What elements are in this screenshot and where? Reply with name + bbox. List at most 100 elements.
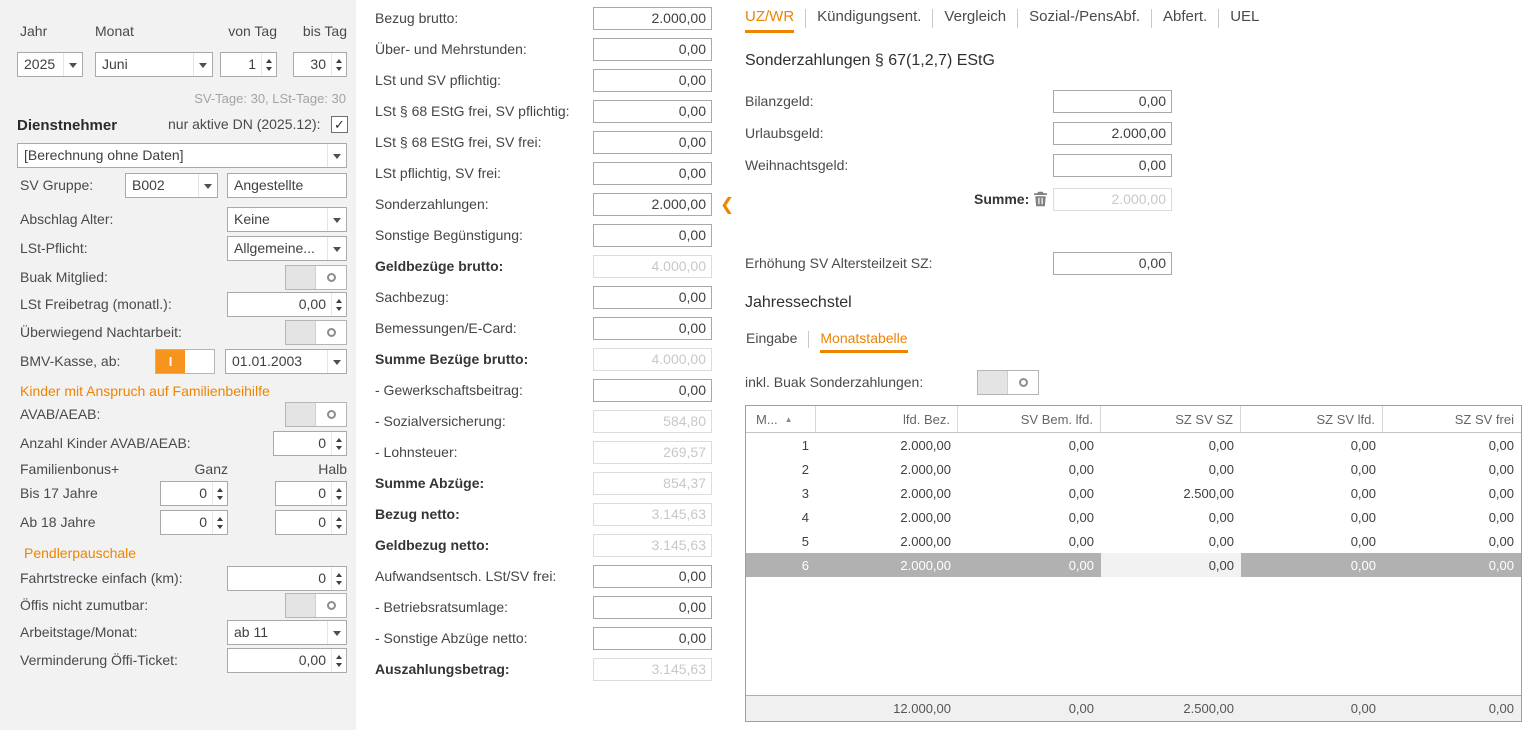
- cell[interactable]: 0,00: [1068, 509, 1094, 525]
- cell[interactable]: 0,00: [1068, 533, 1094, 549]
- spinner-arrows-icon[interactable]: [331, 432, 346, 455]
- cell[interactable]: 2.000,00: [900, 509, 951, 525]
- amount-input[interactable]: 0,00: [593, 69, 712, 92]
- table-row[interactable]: 4 2.000,00 0,00 0,00 0,00 0,00: [746, 505, 1521, 529]
- bmv-datum-select[interactable]: 01.01.2003: [225, 349, 347, 374]
- cell[interactable]: 0,00: [1068, 485, 1094, 501]
- tab-k-ndigungsent-[interactable]: Kündigungsent.: [817, 8, 922, 25]
- bis-17-ganz-stepper[interactable]: 0: [160, 481, 228, 506]
- amount-input[interactable]: 0,00: [593, 286, 712, 309]
- tab-uel[interactable]: UEL: [1230, 8, 1260, 25]
- cell[interactable]: 2: [801, 461, 809, 477]
- spinner-arrows-icon[interactable]: [212, 482, 227, 505]
- buak-mitglied-toggle[interactable]: [285, 265, 347, 290]
- cell[interactable]: 0,00: [1488, 557, 1514, 573]
- cell[interactable]: 0,00: [1350, 533, 1376, 549]
- spinner-arrows-icon[interactable]: [331, 511, 346, 534]
- cell[interactable]: 2.000,00: [900, 557, 951, 573]
- cell[interactable]: 0,00: [1068, 461, 1094, 477]
- spinner-arrows-icon[interactable]: [261, 53, 276, 76]
- cell[interactable]: 0,00: [1068, 557, 1094, 573]
- tab-vergleich[interactable]: Vergleich: [944, 8, 1007, 25]
- bmv-kasse-toggle[interactable]: I: [155, 349, 215, 374]
- verminderung-stepper[interactable]: 0,00: [227, 648, 347, 673]
- spinner-arrows-icon[interactable]: [331, 567, 346, 590]
- amount-input[interactable]: 0,00: [593, 317, 712, 340]
- inkl-buak-toggle[interactable]: [977, 370, 1039, 395]
- nur-aktive-dn-checkbox[interactable]: ✓: [331, 116, 348, 133]
- spinner-arrows-icon[interactable]: [212, 511, 227, 534]
- amount-input[interactable]: 0,00: [593, 224, 712, 247]
- tab-sozial-pensabf-[interactable]: Sozial-/PensAbf.: [1029, 8, 1141, 25]
- cell[interactable]: 0,00: [1488, 437, 1514, 453]
- oeffis-toggle[interactable]: [285, 593, 347, 618]
- cell[interactable]: 0,00: [1488, 509, 1514, 525]
- spinner-arrows-icon[interactable]: [331, 53, 346, 76]
- cell[interactable]: 3: [801, 485, 809, 501]
- tab-abfert-[interactable]: Abfert.: [1163, 8, 1208, 25]
- trash-icon[interactable]: [1033, 191, 1048, 210]
- table-row[interactable]: 1 2.000,00 0,00 0,00 0,00 0,00: [746, 433, 1521, 457]
- cell[interactable]: 0,00: [1101, 553, 1241, 577]
- cell[interactable]: 0,00: [1350, 437, 1376, 453]
- tab-uz-wr[interactable]: UZ/WR: [745, 8, 795, 33]
- von-tag-stepper[interactable]: 1: [220, 52, 277, 77]
- amount-input[interactable]: 0,00: [593, 379, 712, 402]
- lst-pflicht-select[interactable]: Allgemeine...: [227, 236, 347, 261]
- cell[interactable]: 0,00: [1350, 461, 1376, 477]
- cell[interactable]: 0,00: [1488, 533, 1514, 549]
- avab-toggle[interactable]: [285, 402, 347, 427]
- amount-input[interactable]: 0,00: [593, 38, 712, 61]
- amount-input[interactable]: 2.000,00: [593, 193, 712, 216]
- anzahl-kinder-stepper[interactable]: 0: [273, 431, 347, 456]
- cell[interactable]: 0,00: [1208, 437, 1234, 453]
- table-row[interactable]: 6 2.000,00 0,00 0,00 0,00 0,00: [746, 553, 1521, 577]
- jahr-select[interactable]: 2025: [17, 52, 83, 77]
- erhoehung-field[interactable]: 0,00: [1053, 252, 1172, 275]
- sz-field-input[interactable]: 0,00: [1053, 90, 1172, 113]
- cell[interactable]: 0,00: [1350, 485, 1376, 501]
- cell[interactable]: 0,00: [1068, 437, 1094, 453]
- column-header[interactable]: SZ SV SZ: [1101, 406, 1241, 432]
- cell[interactable]: 5: [801, 533, 809, 549]
- cell[interactable]: 2.000,00: [900, 533, 951, 549]
- subtab-monatstabelle[interactable]: Monatstabelle: [820, 330, 908, 353]
- ab-18-halb-stepper[interactable]: 0: [275, 510, 347, 535]
- sz-field-input[interactable]: 0,00: [1053, 154, 1172, 177]
- sz-field-input[interactable]: 2.000,00: [1053, 122, 1172, 145]
- cell[interactable]: 0,00: [1208, 533, 1234, 549]
- bis-17-halb-stepper[interactable]: 0: [275, 481, 347, 506]
- column-header[interactable]: M... ▲: [746, 406, 816, 432]
- cell[interactable]: 2.000,00: [900, 485, 951, 501]
- cell[interactable]: 2.000,00: [900, 461, 951, 477]
- amount-input[interactable]: 0,00: [593, 162, 712, 185]
- bis-tag-stepper[interactable]: 30: [293, 52, 347, 77]
- table-row[interactable]: 3 2.000,00 0,00 2.500,00 0,00 0,00: [746, 481, 1521, 505]
- spinner-arrows-icon[interactable]: [331, 482, 346, 505]
- cell[interactable]: 2.000,00: [900, 437, 951, 453]
- table-row[interactable]: 5 2.000,00 0,00 0,00 0,00 0,00: [746, 529, 1521, 553]
- amount-input[interactable]: 0,00: [593, 596, 712, 619]
- amount-input[interactable]: 0,00: [593, 627, 712, 650]
- amount-input[interactable]: 0,00: [593, 565, 712, 588]
- amount-input[interactable]: 2.000,00: [593, 7, 712, 30]
- sv-gruppe-name-field[interactable]: Angestellte: [227, 173, 347, 198]
- cell[interactable]: 4: [801, 509, 809, 525]
- cell[interactable]: 0,00: [1488, 461, 1514, 477]
- sv-gruppe-select[interactable]: B002: [125, 173, 218, 198]
- abschlag-alter-select[interactable]: Keine: [227, 207, 347, 232]
- cell[interactable]: 0,00: [1488, 485, 1514, 501]
- subtab-eingabe[interactable]: Eingabe: [746, 330, 798, 346]
- table-row[interactable]: 2 2.000,00 0,00 0,00 0,00 0,00: [746, 457, 1521, 481]
- cell[interactable]: 0,00: [1208, 461, 1234, 477]
- cell[interactable]: 1: [801, 437, 809, 453]
- lst-freibetrag-stepper[interactable]: 0,00: [227, 292, 347, 317]
- cell[interactable]: 0,00: [1208, 509, 1234, 525]
- cell[interactable]: 0,00: [1350, 557, 1376, 573]
- nachtarbeit-toggle[interactable]: [285, 320, 347, 345]
- dienstnehmer-select[interactable]: [Berechnung ohne Daten]: [17, 143, 347, 168]
- column-header[interactable]: SZ SV frei: [1454, 411, 1514, 427]
- cell[interactable]: 2.500,00: [1183, 485, 1234, 501]
- cell[interactable]: 0,00: [1350, 509, 1376, 525]
- fahrtstrecke-stepper[interactable]: 0: [227, 566, 347, 591]
